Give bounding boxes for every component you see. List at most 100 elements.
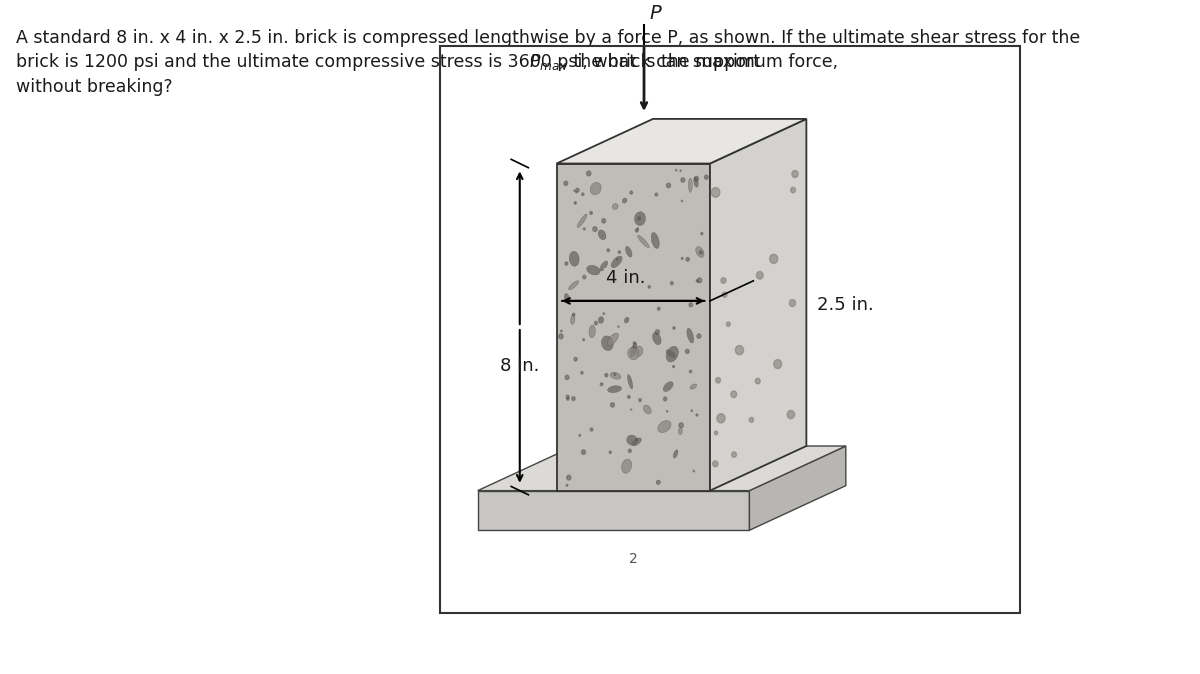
Polygon shape: [478, 491, 750, 530]
Circle shape: [697, 278, 702, 283]
Circle shape: [602, 218, 606, 223]
Circle shape: [594, 321, 598, 325]
Circle shape: [566, 475, 571, 480]
Circle shape: [791, 187, 796, 193]
Circle shape: [691, 410, 692, 412]
Ellipse shape: [658, 421, 671, 433]
Circle shape: [680, 178, 685, 182]
Circle shape: [634, 346, 635, 348]
Ellipse shape: [610, 372, 620, 379]
Circle shape: [774, 360, 781, 369]
Ellipse shape: [631, 438, 641, 446]
Circle shape: [582, 193, 584, 195]
Circle shape: [790, 299, 796, 307]
Ellipse shape: [666, 350, 676, 357]
Circle shape: [583, 339, 584, 341]
Text: , the brick can support: , the brick can support: [557, 53, 760, 71]
Circle shape: [673, 327, 676, 329]
Circle shape: [749, 417, 754, 423]
Ellipse shape: [666, 346, 678, 362]
Circle shape: [629, 449, 631, 452]
Circle shape: [607, 249, 610, 251]
Circle shape: [792, 171, 798, 177]
Ellipse shape: [590, 183, 601, 195]
Circle shape: [628, 396, 630, 398]
Ellipse shape: [637, 235, 649, 247]
Ellipse shape: [600, 261, 607, 271]
Circle shape: [712, 187, 720, 197]
Circle shape: [560, 330, 562, 332]
Circle shape: [566, 398, 569, 400]
Text: without breaking?: without breaking?: [16, 78, 173, 96]
Polygon shape: [557, 119, 806, 164]
Ellipse shape: [601, 336, 613, 350]
Circle shape: [704, 175, 708, 179]
Circle shape: [611, 403, 614, 407]
Ellipse shape: [626, 435, 637, 445]
Ellipse shape: [624, 317, 629, 323]
Polygon shape: [557, 164, 710, 491]
Ellipse shape: [628, 347, 638, 360]
Ellipse shape: [623, 268, 632, 277]
Circle shape: [617, 259, 618, 260]
Ellipse shape: [643, 405, 652, 414]
Circle shape: [696, 414, 698, 416]
Ellipse shape: [625, 247, 632, 257]
Circle shape: [756, 272, 763, 279]
Circle shape: [576, 188, 580, 192]
Text: A standard 8 in. x 4 in. x 2.5 in. brick is compressed lengthwise by a force P, : A standard 8 in. x 4 in. x 2.5 in. brick…: [16, 29, 1080, 47]
Circle shape: [658, 307, 660, 310]
Text: 2.5 in.: 2.5 in.: [817, 296, 874, 314]
Text: 8 in.: 8 in.: [500, 357, 540, 375]
Ellipse shape: [628, 375, 632, 389]
Text: $P_{max}$: $P_{max}$: [529, 53, 569, 73]
Circle shape: [574, 357, 577, 361]
Ellipse shape: [664, 381, 673, 392]
Circle shape: [664, 397, 667, 401]
Ellipse shape: [577, 214, 587, 228]
Circle shape: [700, 251, 702, 254]
Ellipse shape: [622, 459, 631, 473]
Circle shape: [566, 485, 568, 486]
Circle shape: [590, 212, 593, 214]
Ellipse shape: [689, 178, 692, 192]
Circle shape: [655, 330, 659, 334]
Circle shape: [715, 377, 720, 383]
Circle shape: [630, 191, 632, 194]
Ellipse shape: [611, 256, 622, 268]
Circle shape: [694, 470, 695, 472]
Ellipse shape: [612, 204, 618, 210]
Ellipse shape: [607, 333, 618, 346]
Ellipse shape: [569, 251, 580, 266]
Circle shape: [571, 397, 575, 400]
Ellipse shape: [696, 247, 704, 257]
Ellipse shape: [598, 230, 606, 240]
Ellipse shape: [589, 326, 595, 338]
Circle shape: [666, 183, 671, 188]
Ellipse shape: [635, 212, 646, 226]
Circle shape: [587, 171, 590, 176]
Polygon shape: [750, 446, 846, 530]
Circle shape: [714, 431, 718, 435]
Circle shape: [590, 428, 593, 431]
Ellipse shape: [686, 328, 694, 343]
Circle shape: [690, 370, 691, 373]
Text: 2: 2: [629, 552, 637, 566]
Circle shape: [713, 461, 718, 467]
Circle shape: [564, 181, 568, 185]
Ellipse shape: [569, 280, 578, 290]
Circle shape: [565, 375, 569, 379]
Circle shape: [696, 280, 698, 282]
Circle shape: [736, 346, 744, 355]
Circle shape: [648, 286, 650, 288]
Ellipse shape: [587, 266, 600, 275]
Ellipse shape: [599, 317, 604, 324]
Circle shape: [604, 313, 605, 315]
Circle shape: [679, 423, 683, 428]
Ellipse shape: [623, 198, 626, 203]
Circle shape: [583, 275, 586, 279]
Text: 4 in.: 4 in.: [606, 269, 646, 287]
Circle shape: [671, 282, 673, 284]
Circle shape: [580, 435, 581, 436]
Circle shape: [634, 342, 636, 344]
